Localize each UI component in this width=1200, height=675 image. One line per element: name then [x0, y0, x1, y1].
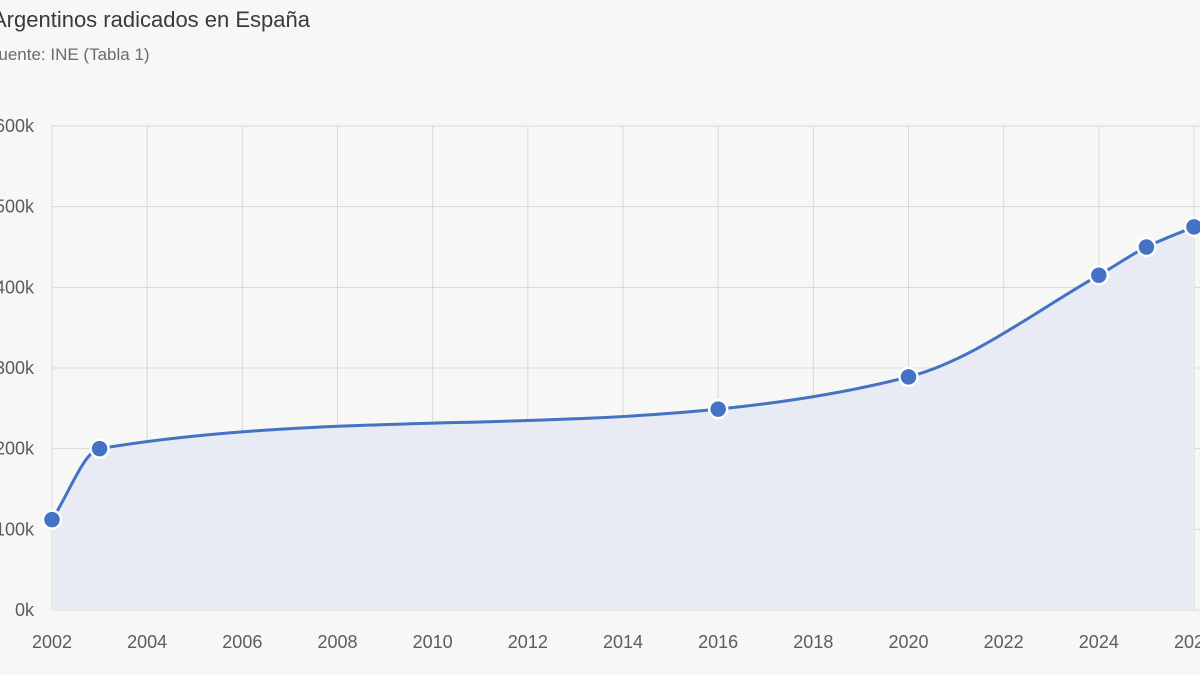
data-point — [89, 438, 110, 459]
y-tick-label: 500k — [0, 197, 35, 217]
data-point — [1088, 264, 1110, 286]
x-tick-label: 2020 — [888, 632, 928, 652]
x-tick-label: 2008 — [317, 632, 357, 652]
y-axis-tick-labels: 0k 100k 200k 300k 400k 500k 600k — [0, 116, 35, 620]
x-tick-label: 2022 — [984, 632, 1024, 652]
y-tick-label: 200k — [0, 439, 35, 459]
data-point — [898, 366, 919, 388]
data-point — [1136, 236, 1157, 258]
data-point — [707, 398, 729, 420]
x-axis-tick-labels: 2002 2004 2006 2008 2010 2012 2014 2016 2018 2020… — [32, 632, 1200, 652]
y-tick-label: 100k — [0, 519, 35, 539]
chart-title: Argentinos radicados en España — [0, 7, 310, 32]
y-tick-label: 400k — [0, 277, 35, 297]
x-tick-label: 2026 — [1174, 632, 1200, 652]
chart-subtitle: Fuente: INE (Tabla 1) — [0, 45, 150, 64]
series-area — [52, 226, 1194, 611]
x-tick-label: 2018 — [793, 632, 833, 652]
x-tick-label: 2010 — [413, 632, 453, 652]
series-line — [50, 225, 1195, 521]
data-point — [1183, 216, 1200, 238]
x-tick-label: 2014 — [603, 632, 643, 652]
area-fill — [52, 226, 1194, 611]
data-markers — [41, 216, 1200, 530]
y-tick-label: 300k — [0, 358, 35, 378]
series-line-path — [50, 225, 1195, 521]
x-tick-label: 2024 — [1079, 632, 1119, 652]
data-point — [41, 509, 63, 530]
y-tick-label: 0k — [15, 600, 35, 620]
y-tick-label: 600k — [0, 116, 35, 136]
x-tick-label: 2016 — [698, 632, 738, 652]
x-tick-label: 2002 — [32, 632, 72, 652]
x-tick-label: 2012 — [508, 632, 548, 652]
x-tick-label: 2004 — [127, 632, 167, 652]
x-tick-label: 2006 — [222, 632, 262, 652]
